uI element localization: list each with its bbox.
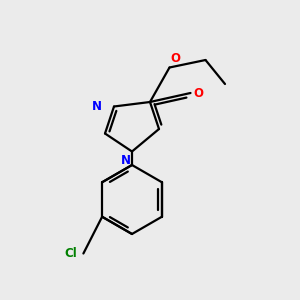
Text: Cl: Cl	[65, 247, 77, 260]
Text: N: N	[92, 100, 102, 113]
Text: O: O	[170, 52, 180, 65]
Text: N: N	[121, 154, 130, 166]
Text: O: O	[194, 86, 203, 100]
